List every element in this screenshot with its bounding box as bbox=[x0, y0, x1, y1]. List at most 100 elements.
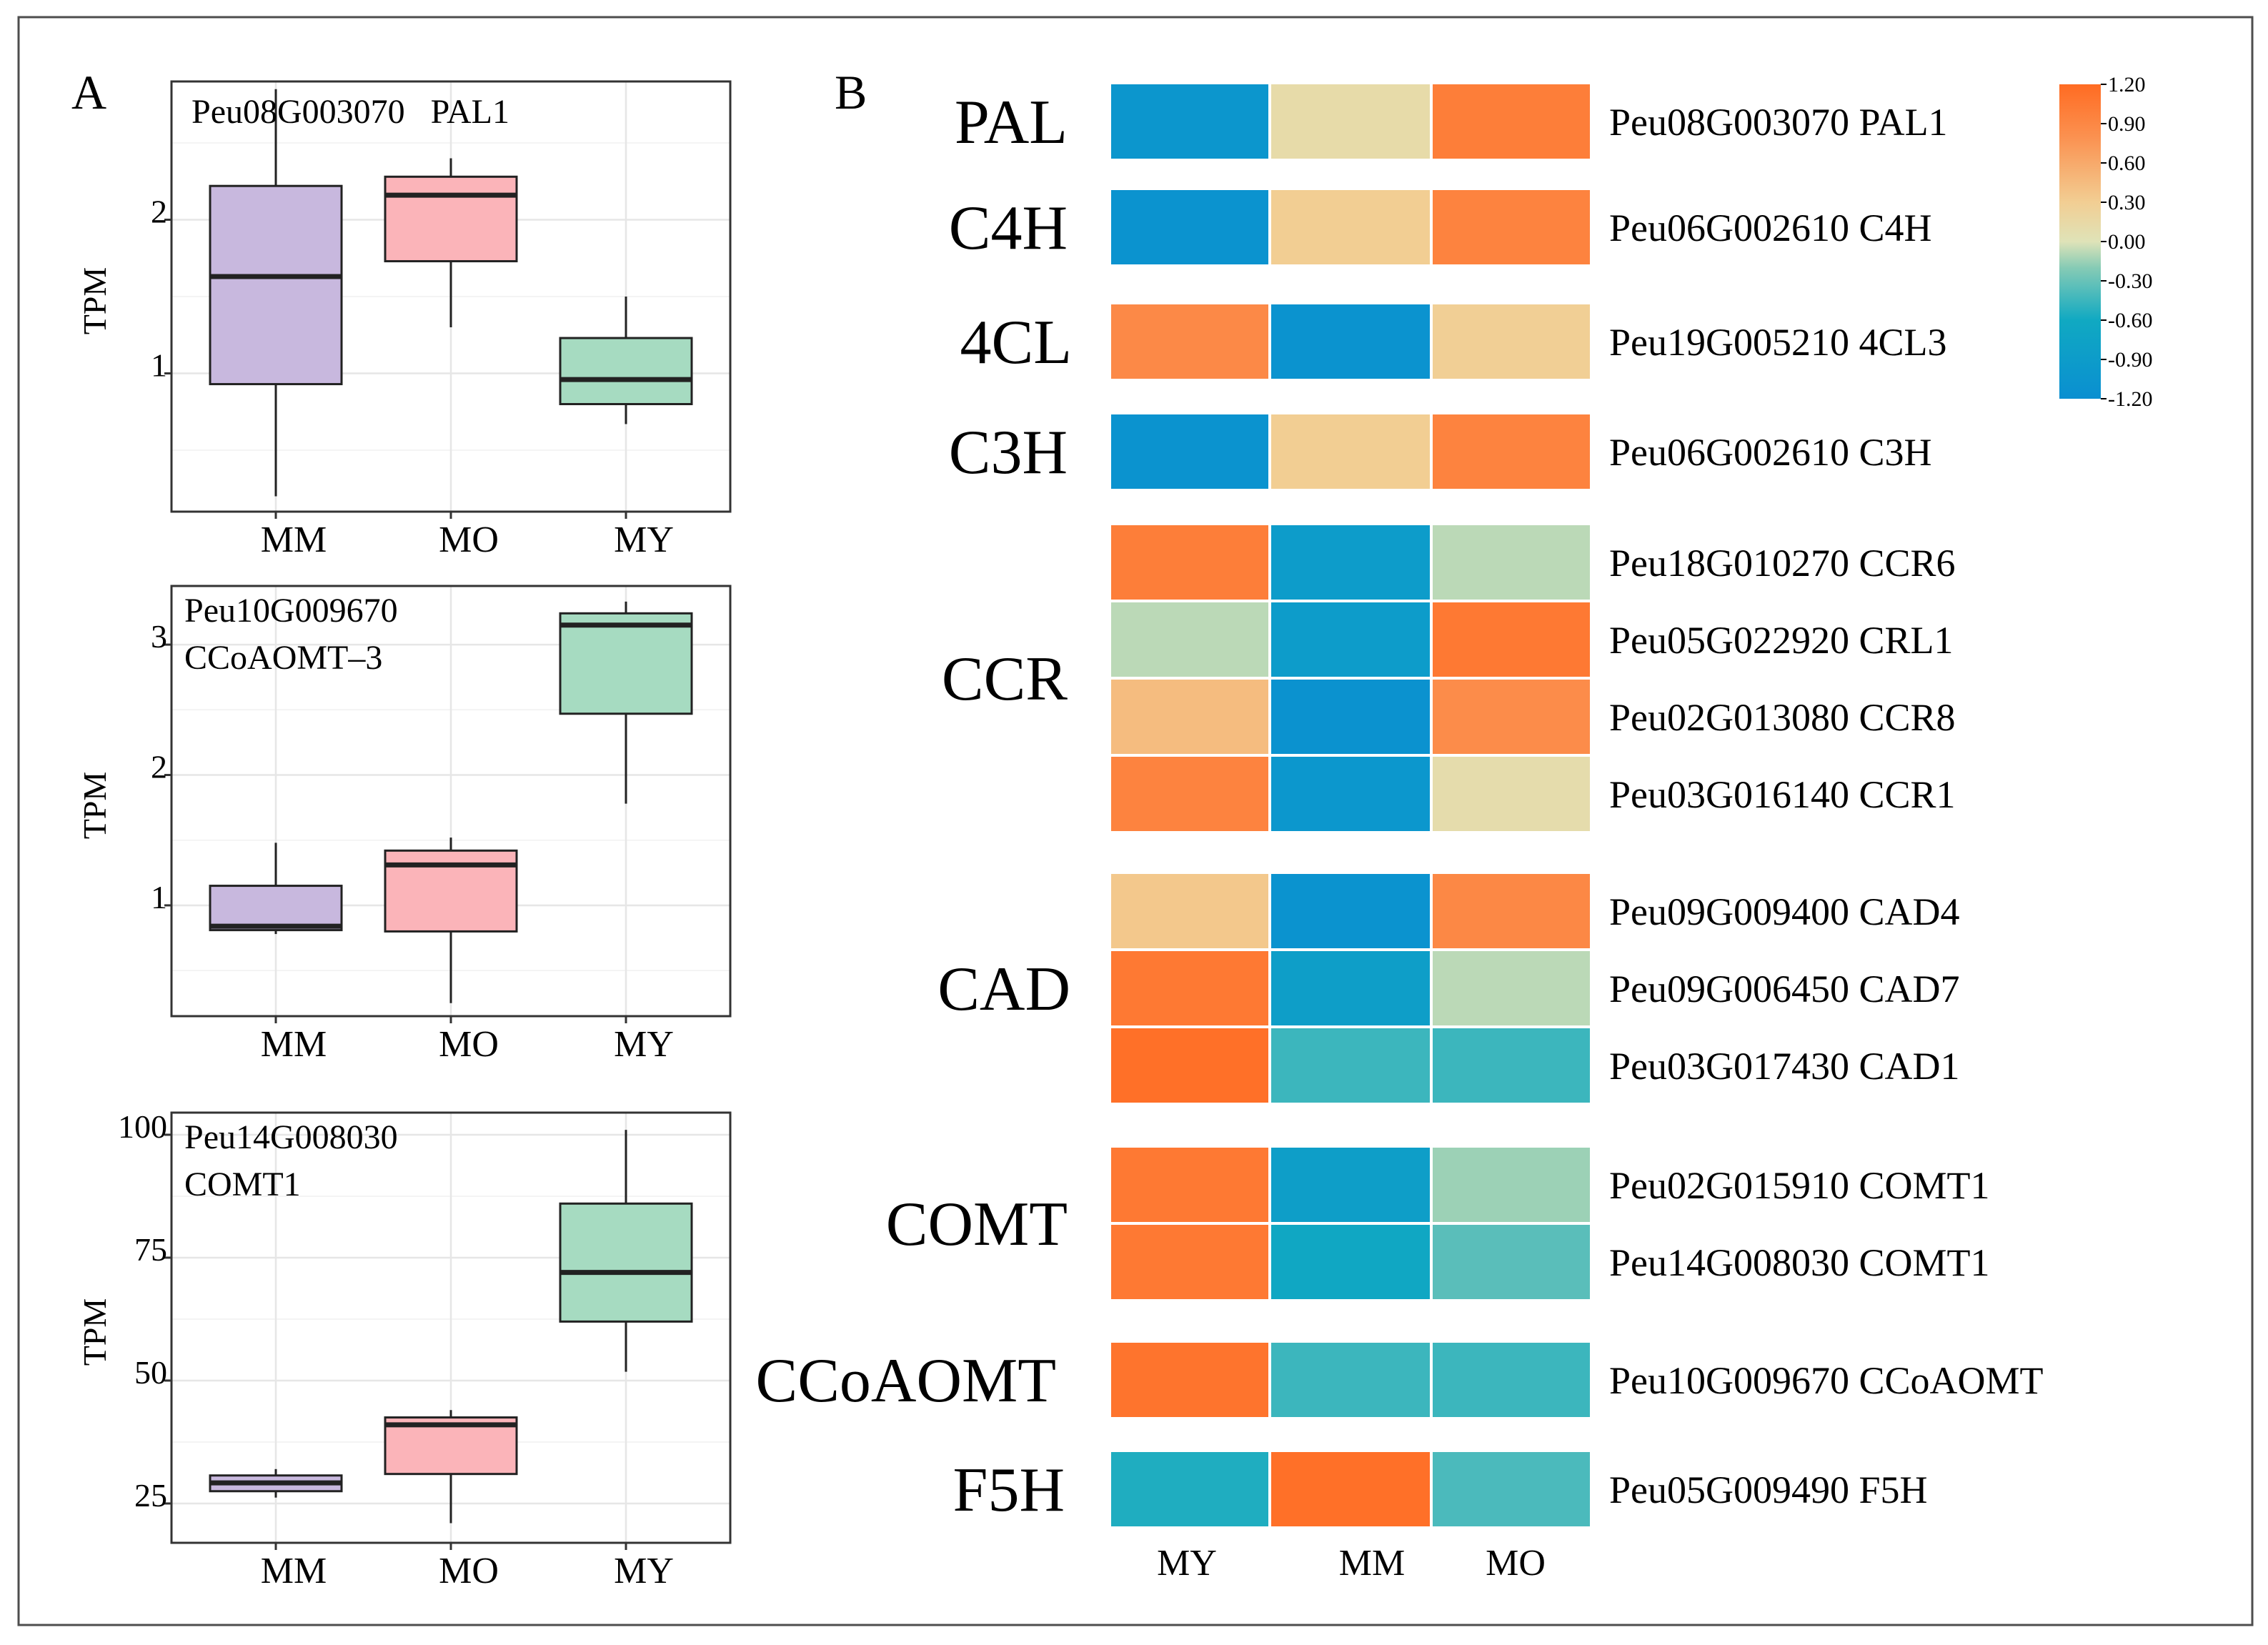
heatmap-column-label: MM bbox=[1339, 1543, 1405, 1584]
heatmap-cell bbox=[1430, 871, 1593, 951]
colorbar-tick-label: 0.60 bbox=[2108, 151, 2146, 175]
colorbar-tick-label: 0.30 bbox=[2108, 191, 2146, 214]
box-mo bbox=[384, 838, 518, 1003]
heatmap-cell bbox=[1108, 948, 1271, 1028]
heatmap-cell bbox=[1430, 948, 1593, 1028]
heatmap-row-label: Peu18G010270 CCR6 bbox=[1609, 542, 1956, 585]
y-tick-label: 2 bbox=[151, 749, 167, 785]
box-plot-2: 1 2 3 MM MO MY TPM Peu10G009670 CCoAOMT–3 bbox=[76, 585, 732, 1065]
y-tick-label: 1 bbox=[151, 879, 167, 915]
box-my bbox=[559, 1130, 693, 1372]
heatmap-cell bbox=[1268, 302, 1433, 382]
heatmap-column-label: MY bbox=[1157, 1543, 1217, 1584]
box-body bbox=[559, 337, 693, 405]
heatmap-cell bbox=[1108, 1340, 1271, 1420]
heatmap-row-label: Peu19G005210 4CL3 bbox=[1609, 321, 1947, 364]
heatmap-cell bbox=[1430, 677, 1593, 757]
y-tick-label: 50 bbox=[134, 1354, 167, 1391]
heatmap-cell bbox=[1268, 522, 1433, 602]
heatmap-group-4cl: Peu19G005210 4CL3 4CL bbox=[960, 302, 1947, 382]
heatmap-cell bbox=[1108, 754, 1271, 834]
heatmap-row-label: Peu09G006450 CAD7 bbox=[1609, 968, 1960, 1010]
box-body bbox=[209, 885, 343, 932]
heatmap-cell bbox=[1430, 187, 1593, 267]
y-tick-label: 3 bbox=[151, 618, 167, 655]
colorbar-tick-label: -0.90 bbox=[2108, 348, 2153, 372]
y-axis-label: TPM bbox=[76, 1298, 113, 1366]
heatmap-cell bbox=[1268, 1449, 1433, 1529]
gene-title-line: Peu08G003070 PAL1 bbox=[192, 93, 509, 131]
heatmap-row-label: Peu06G002610 C4H bbox=[1609, 207, 1932, 249]
heatmap-cell bbox=[1268, 1145, 1433, 1225]
box-my bbox=[559, 601, 693, 804]
heatmap-cell bbox=[1268, 871, 1433, 951]
x-category-label: MY bbox=[614, 1024, 674, 1065]
gene-title-line: COMT1 bbox=[184, 1166, 301, 1203]
x-category-label: MM bbox=[261, 1551, 327, 1591]
heatmap-row-label: Peu09G009400 CAD4 bbox=[1609, 890, 1960, 933]
gene-title-line: CCoAOMT–3 bbox=[184, 639, 382, 677]
heatmap-row-label: Peu06G002610 C3H bbox=[1609, 431, 1932, 474]
heatmap-group-cad: Peu09G009400 CAD4 Peu09G006450 CAD7 Peu03G… bbox=[937, 871, 1960, 1105]
heatmap-group-ccoaomt: Peu10G009670 CCoAOMT CCoAOMT bbox=[756, 1340, 2044, 1420]
heatmap-column-label: MO bbox=[1486, 1543, 1546, 1584]
y-tick-label: 2 bbox=[151, 194, 167, 230]
heatmap-cell bbox=[1430, 1145, 1593, 1225]
heatmap-group-ccr: Peu18G010270 CCR6 Peu05G022920 CRL1 Peu02G… bbox=[942, 522, 1956, 834]
heatmap-cell bbox=[1430, 1025, 1593, 1105]
box-mo bbox=[384, 1410, 518, 1524]
heatmap-cell bbox=[1430, 1449, 1593, 1529]
heatmap-cell bbox=[1430, 522, 1593, 602]
y-tick-label: 25 bbox=[134, 1477, 167, 1514]
colorbar-tick-label: -0.30 bbox=[2108, 269, 2153, 293]
heatmap-group-label: CAD bbox=[937, 955, 1070, 1024]
heatmap-cell bbox=[1268, 1025, 1433, 1105]
heatmap-colorbar: 1.20 0.90 0.60 0.30 0.00 -0.30 -0.60 -0.90 -1.20 bbox=[2059, 73, 2153, 411]
heatmap-cell bbox=[1268, 600, 1433, 680]
box-mm bbox=[209, 1468, 343, 1498]
heatmap-group-label: C4H bbox=[949, 194, 1068, 263]
x-category-label: MY bbox=[614, 520, 674, 560]
box-body bbox=[559, 612, 693, 715]
x-category-label: MM bbox=[261, 1024, 327, 1065]
heatmap-cell bbox=[1430, 81, 1593, 161]
x-category-label: MY bbox=[614, 1551, 674, 1591]
heatmap-group-pal: Peu08G003070 PAL1 PAL bbox=[955, 81, 1948, 161]
y-tick-label: 75 bbox=[134, 1231, 167, 1268]
gene-title-line: Peu14G008030 bbox=[184, 1118, 398, 1156]
colorbar-tick-label: 0.00 bbox=[2108, 230, 2146, 254]
heatmap-group-label: PAL bbox=[955, 88, 1068, 157]
heatmap-cell bbox=[1268, 81, 1433, 161]
figure-border bbox=[17, 16, 2254, 1626]
heatmap-cell bbox=[1268, 677, 1433, 757]
colorbar-tick-label: 1.20 bbox=[2108, 73, 2146, 96]
box-mm bbox=[209, 843, 343, 935]
box-mm bbox=[209, 89, 343, 497]
box-body bbox=[559, 1202, 693, 1323]
heatmap-row-label: Peu03G017430 CAD1 bbox=[1609, 1045, 1960, 1088]
colorbar-tick-label: -1.20 bbox=[2108, 387, 2153, 411]
box-body bbox=[209, 184, 343, 386]
heatmap-cell bbox=[1108, 81, 1271, 161]
box-plot-1: 1 2 MM MO MY TPM Peu08G003070 PAL1 bbox=[76, 80, 732, 560]
heatmap-cell bbox=[1268, 187, 1433, 267]
heatmap-cell bbox=[1108, 187, 1271, 267]
heatmap-row-label: Peu10G009670 CCoAOMT bbox=[1609, 1359, 2044, 1402]
box-plots-panel: 1 2 MM MO MY TPM Peu08G003070 PAL1 1 2 3 MM MO MY TPM… bbox=[76, 80, 732, 1591]
heatmap-cell bbox=[1108, 1222, 1271, 1302]
heatmap-group-label: C3H bbox=[949, 418, 1068, 487]
box-plot-3: 25 50 75 100 MM MO MY TPM Peu14G008030 COMT1 bbox=[76, 1108, 732, 1591]
colorbar-bar bbox=[2059, 84, 2101, 399]
heatmap-cell bbox=[1108, 1025, 1271, 1105]
y-axis-label: TPM bbox=[76, 267, 113, 335]
heatmap-cell bbox=[1430, 302, 1593, 382]
heatmap-group-label: CCR bbox=[942, 645, 1068, 714]
heatmap-group-label: CCoAOMT bbox=[756, 1346, 1057, 1416]
heatmap-cell bbox=[1268, 1340, 1433, 1420]
gene-title-line: Peu10G009670 bbox=[184, 592, 398, 630]
heatmap-cell bbox=[1430, 1340, 1593, 1420]
heatmap-row-label: Peu05G009490 F5H bbox=[1609, 1468, 1928, 1511]
box-mo bbox=[384, 158, 518, 327]
